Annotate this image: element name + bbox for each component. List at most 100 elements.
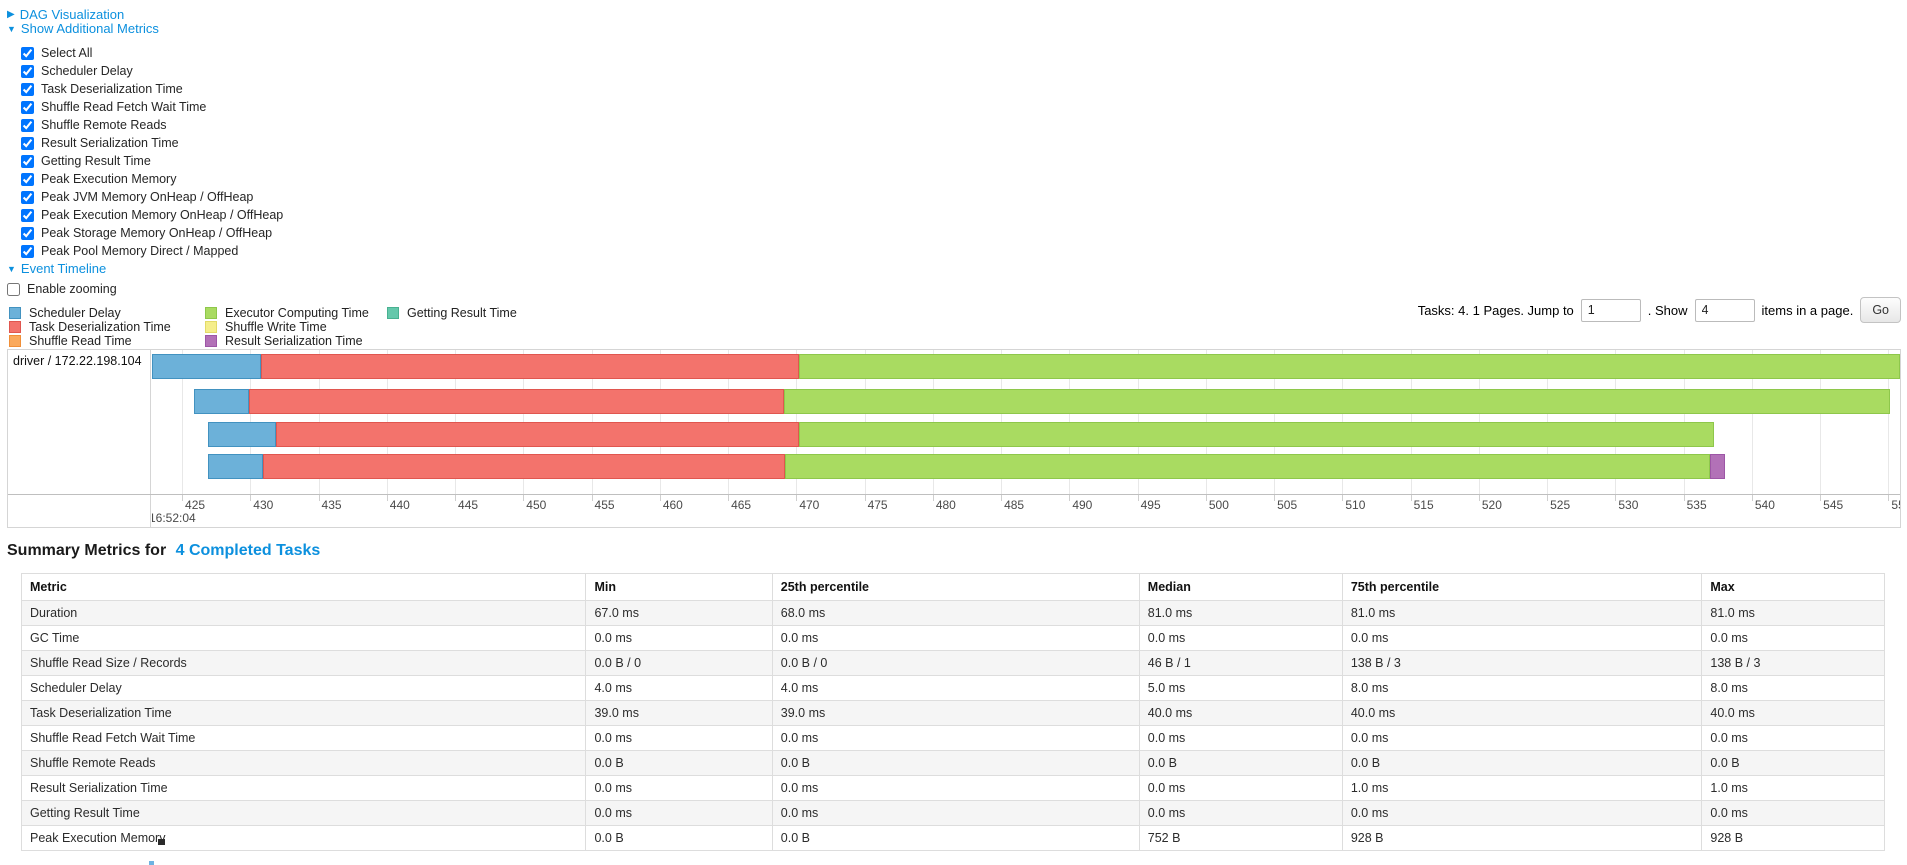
axis-tick-label: 535	[1686, 498, 1707, 512]
gridline	[1751, 350, 1753, 494]
axis-tick	[318, 495, 320, 501]
table-row: Getting Result Time 0.0 ms 0.0 ms 0.0 ms 0.0…	[20, 800, 1885, 826]
items-per-page-input[interactable]	[1694, 298, 1755, 322]
task-bar[interactable]	[152, 354, 1900, 379]
scheduler-delay-segment[interactable]	[207, 454, 263, 479]
show-additional-metrics-toggle[interactable]: ▼ Show Additional Metrics	[7, 21, 159, 36]
task-bar[interactable]	[152, 454, 1900, 479]
metric-checkbox[interactable]	[21, 136, 34, 150]
metric-checkbox[interactable]	[21, 100, 34, 114]
metric-name-cell: Scheduler Delay	[20, 675, 587, 701]
legend-item-label: Getting Result Time	[407, 305, 517, 320]
caret-down-icon: ▼	[7, 23, 16, 34]
metric-checkbox[interactable]	[21, 154, 34, 168]
axis-tick	[1751, 495, 1753, 501]
jump-to-page-input[interactable]	[1580, 298, 1641, 322]
metric-checkbox-row: Peak Execution Memory OnHeap / OffHeap	[21, 206, 283, 224]
scheduler-delay-segment[interactable]	[194, 389, 249, 414]
task-bar[interactable]	[152, 389, 1900, 414]
metric-checkbox[interactable]	[21, 64, 34, 78]
legend-column: Scheduler Delay Task Deserialization Time…	[9, 306, 171, 348]
executor-computing-segment[interactable]	[799, 354, 1900, 379]
task-pagination: Tasks: 4. 1 Pages. Jump to . Show items …	[1418, 297, 1901, 323]
axis-tick-label: 515	[1413, 498, 1434, 512]
metric-value-cell: 0.0 ms	[1138, 625, 1343, 651]
metric-name-cell: Peak Execution Memory	[20, 825, 587, 851]
table-header-cell: Max	[1701, 573, 1885, 601]
executor-computing-segment[interactable]	[784, 389, 1890, 414]
legend-item-label: Executor Computing Time	[225, 305, 369, 320]
event-timeline-toggle[interactable]: ▼ Event Timeline	[7, 261, 106, 276]
metric-value-cell: 928 B	[1701, 825, 1885, 851]
metric-value-cell: 0.0 ms	[1701, 800, 1885, 826]
go-button[interactable]: Go	[1860, 297, 1901, 323]
metric-value-cell: 0.0 B / 0	[771, 650, 1140, 676]
metric-checkbox-label: Shuffle Remote Reads	[41, 118, 167, 132]
metric-value-cell: 0.0 ms	[1341, 625, 1703, 651]
metric-checkbox[interactable]	[21, 82, 34, 96]
metric-value-cell: 1.0 ms	[1341, 775, 1703, 801]
axis-tick	[455, 495, 457, 501]
metric-value-cell: 81.0 ms	[1701, 600, 1885, 626]
metric-checkbox-label: Select All	[41, 46, 93, 60]
executor-computing-segment[interactable]	[799, 422, 1714, 447]
completed-tasks-link[interactable]: 4 Completed Tasks	[175, 542, 321, 559]
axis-tick	[1205, 495, 1207, 501]
metric-value-cell: 0.0 B	[585, 750, 773, 776]
enable-zooming-checkbox[interactable]	[7, 282, 20, 296]
task-deserialization-segment[interactable]	[276, 422, 800, 447]
metric-value-cell: 0.0 ms	[1138, 725, 1343, 751]
metric-checkbox[interactable]	[21, 208, 34, 222]
metric-checkbox[interactable]	[21, 226, 34, 240]
scheduler-delay-segment[interactable]	[207, 422, 277, 447]
axis-tick-label: 455	[594, 498, 615, 512]
metric-checkbox-row: Select All	[21, 44, 283, 62]
metric-value-cell: 5.0 ms	[1138, 675, 1343, 701]
timeline-plot-area	[152, 350, 1900, 494]
task-deserialization-segment[interactable]	[261, 354, 800, 379]
summary-title-prefix: Summary Metrics for	[7, 542, 167, 559]
metric-name-cell: Shuffle Read Fetch Wait Time	[20, 725, 587, 751]
axis-tick	[386, 495, 388, 501]
metric-checkbox-label: Result Serialization Time	[41, 136, 179, 150]
metric-value-cell: 0.0 B	[585, 825, 773, 851]
metric-checkbox[interactable]	[21, 46, 34, 60]
metric-checkbox-label: Getting Result Time	[41, 154, 151, 168]
table-row: Shuffle Read Size / Records 0.0 B / 0 0.0 …	[20, 650, 1885, 676]
axis-tick	[1888, 495, 1890, 501]
metric-value-cell: 0.0 ms	[1138, 775, 1343, 801]
metric-checkbox-label: Peak Storage Memory OnHeap / OffHeap	[41, 226, 273, 240]
metric-checkbox[interactable]	[21, 172, 34, 186]
axis-tick-label: 500	[1208, 498, 1229, 512]
axis-tick	[1820, 495, 1822, 501]
getting-result-swatch-icon	[387, 306, 399, 319]
legend-item: Scheduler Delay	[9, 306, 171, 320]
axis-tick	[1683, 495, 1685, 501]
scheduler-delay-segment[interactable]	[152, 354, 262, 379]
metric-checkbox[interactable]	[21, 244, 34, 258]
metric-checkbox-row: Shuffle Remote Reads	[21, 116, 283, 134]
table-row: Scheduler Delay 4.0 ms 4.0 ms 5.0 ms 8.0 ms 8…	[20, 675, 1885, 701]
executor-computing-segment[interactable]	[785, 454, 1710, 479]
clipped-link-artifact	[149, 861, 154, 865]
metric-value-cell: 138 B / 3	[1341, 650, 1703, 676]
metric-checkbox-row: Result Serialization Time	[21, 134, 283, 152]
result-serialization-segment[interactable]	[1709, 454, 1725, 479]
metric-checkbox[interactable]	[21, 118, 34, 132]
axis-tick	[1137, 495, 1139, 501]
legend-item: Shuffle Read Time	[9, 334, 171, 348]
metric-value-cell: 0.0 B	[1701, 750, 1885, 776]
task-deserialization-segment[interactable]	[262, 454, 786, 479]
gridline	[1888, 350, 1890, 494]
metric-value-cell: 4.0 ms	[771, 675, 1140, 701]
axis-tick-label: 485	[1004, 498, 1025, 512]
gridline	[1820, 350, 1822, 494]
dag-visualization-toggle[interactable]: ▶ DAG Visualization	[7, 7, 124, 22]
metric-name-cell: Duration	[20, 600, 587, 626]
metric-value-cell: 81.0 ms	[1138, 600, 1343, 626]
table-header-cell: Min	[585, 573, 773, 601]
metric-checkbox[interactable]	[21, 190, 34, 204]
metric-value-cell: 0.0 B	[1341, 750, 1703, 776]
task-deserialization-segment[interactable]	[248, 389, 785, 414]
task-bar[interactable]	[152, 422, 1900, 447]
